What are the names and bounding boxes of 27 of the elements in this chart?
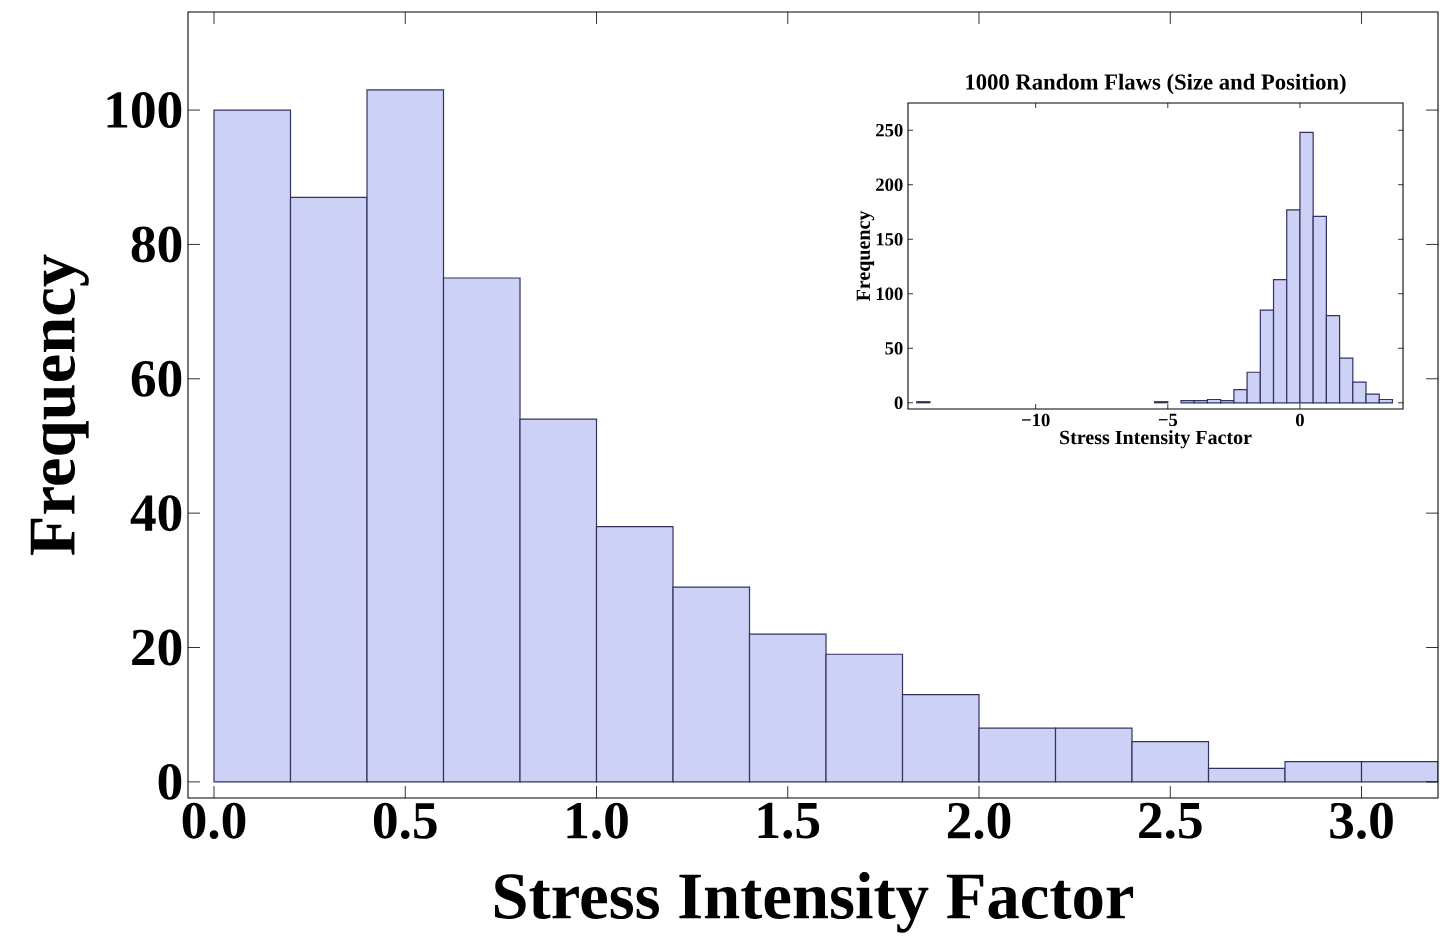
x-tick-label: 0.0 <box>182 802 246 839</box>
x-axis-title: Stress Intensity Factor <box>1060 430 1252 449</box>
x-tick-label: −10 <box>1021 413 1050 427</box>
y-tick-label: 0 <box>894 396 903 410</box>
x-tick-label: 1.0 <box>567 802 628 839</box>
x-tick-label: 3.0 <box>1330 802 1393 839</box>
chart-title: 1000 Random Flaws (Size and Position) <box>966 73 1346 95</box>
y-tick-label: 250 <box>876 123 903 137</box>
x-tick-label: 2.0 <box>947 802 1011 839</box>
y-tick-label: 40 <box>130 495 182 532</box>
y-tick-label: 200 <box>876 178 903 192</box>
y-tick-label: 20 <box>132 629 182 666</box>
y-tick-label: 0 <box>158 763 182 800</box>
y-tick-label: 100 <box>876 287 903 301</box>
y-tick-label: 50 <box>885 341 903 355</box>
y-axis-title: Frequency <box>856 210 875 302</box>
y-tick-label: 60 <box>131 360 182 397</box>
y-tick-label: 100 <box>107 92 182 129</box>
x-tick-label: −5 <box>1158 413 1178 427</box>
y-axis-title: Frequency <box>30 254 89 556</box>
y-tick-label: 150 <box>876 232 903 246</box>
x-tick-label: 1.5 <box>758 802 820 839</box>
x-tick-label: 2.5 <box>1139 802 1202 839</box>
x-axis-title: Stress Intensity Factor <box>494 872 1134 933</box>
x-tick-label: 0.5 <box>373 802 437 839</box>
y-tick-label: 80 <box>131 226 182 263</box>
x-tick-label: 0 <box>1295 413 1304 427</box>
